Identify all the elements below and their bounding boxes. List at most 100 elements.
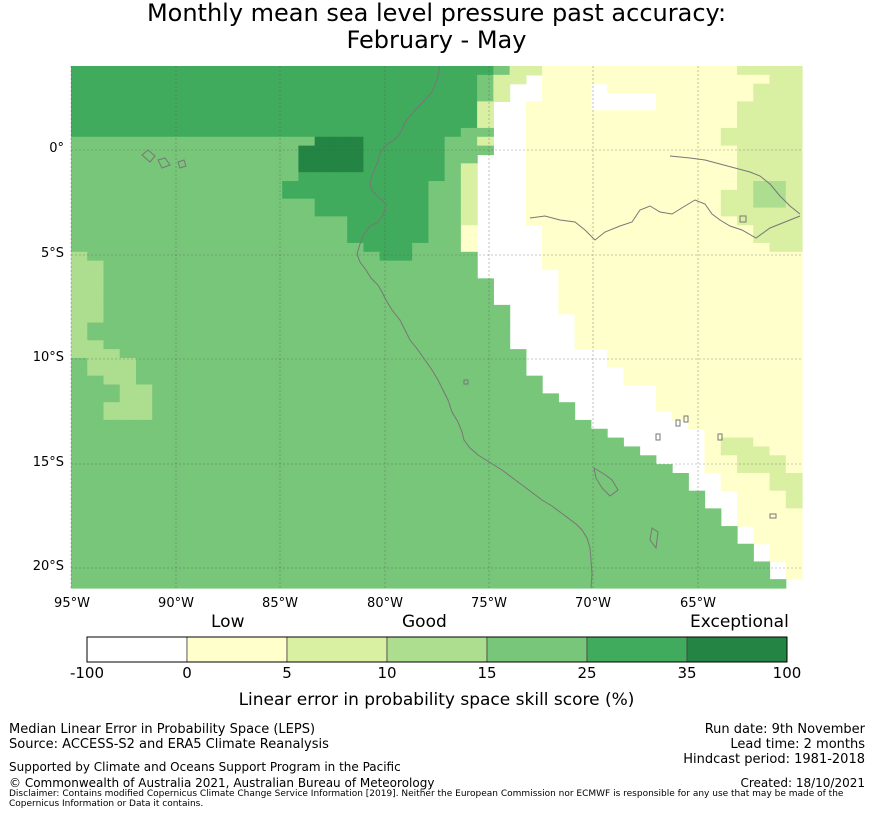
skill-cell <box>71 411 88 421</box>
skill-cell <box>412 242 429 253</box>
skill-cell <box>590 242 608 253</box>
skill-cell <box>282 579 300 589</box>
skill-cell <box>314 331 332 341</box>
skill-cell <box>168 357 186 368</box>
skill-cell <box>769 127 787 138</box>
skill-cell <box>460 74 478 85</box>
skill-cell <box>574 437 592 448</box>
skill-cell <box>184 455 202 465</box>
skill-cell <box>87 561 105 571</box>
skill-cell <box>672 251 689 262</box>
colorbar-tick: 25 <box>577 664 597 682</box>
skill-cell <box>71 464 88 474</box>
skill-cell <box>265 570 283 580</box>
skill-cell <box>233 419 251 430</box>
skill-cell <box>444 455 462 465</box>
skill-cell <box>152 322 170 333</box>
skill-cell <box>119 216 137 226</box>
skill-cell <box>769 83 787 94</box>
skill-cell <box>71 101 88 111</box>
skill-cell <box>71 127 88 138</box>
skill-cell <box>330 322 348 333</box>
skill-cell <box>737 375 754 386</box>
skill-cell <box>87 74 105 85</box>
skill-cell <box>168 83 186 94</box>
skill-cell <box>444 119 462 129</box>
skill-cell <box>525 375 543 386</box>
skill-cell <box>688 508 706 518</box>
skill-cell <box>655 490 673 501</box>
skill-cell <box>574 242 592 253</box>
skill-cell <box>785 163 803 173</box>
skill-cell <box>460 393 478 403</box>
skill-cell <box>152 189 170 200</box>
skill-cell <box>314 552 332 563</box>
skill-cell <box>704 172 722 182</box>
skill-cell <box>119 207 137 218</box>
skill-cell <box>753 278 771 288</box>
skill-cell <box>720 437 738 448</box>
skill-cell <box>590 278 608 288</box>
skill-cell <box>217 570 235 580</box>
skill-cell <box>444 357 462 368</box>
skill-cell <box>265 322 283 333</box>
skill-cell <box>200 570 218 580</box>
skill-cell <box>282 66 300 76</box>
skill-cell <box>688 411 706 421</box>
skill-cell <box>412 579 429 589</box>
skill-cell <box>71 92 88 102</box>
skill-cell <box>477 534 494 545</box>
skill-cell <box>704 145 722 156</box>
skill-cell <box>395 472 413 483</box>
skill-cell <box>704 92 722 102</box>
skill-cell <box>704 136 722 147</box>
skill-cell <box>639 570 657 580</box>
skill-cell <box>720 101 738 111</box>
skill-cell <box>249 101 267 111</box>
skill-cell <box>119 331 137 341</box>
skill-cell <box>493 508 511 518</box>
skill-cell <box>87 534 105 545</box>
skill-cell <box>688 313 706 324</box>
skill-cell <box>493 322 511 333</box>
skill-cell <box>103 428 121 439</box>
skill-cell <box>249 207 267 218</box>
skill-cell <box>379 561 397 571</box>
skill-cell <box>672 313 689 324</box>
skill-cell <box>460 313 478 324</box>
skill-cell <box>428 287 446 297</box>
skill-cell <box>363 251 381 262</box>
skill-cell <box>330 428 348 439</box>
skill-cell <box>184 428 202 439</box>
skill-cell <box>672 296 689 306</box>
skill-cell <box>395 384 413 394</box>
skill-cell <box>558 437 576 448</box>
skill-cell <box>71 579 88 589</box>
skill-cell <box>395 366 413 377</box>
skill-cell <box>298 428 316 439</box>
skill-cell <box>200 260 218 271</box>
skill-cell <box>785 296 803 306</box>
skill-cell <box>71 534 88 545</box>
skill-cell <box>444 517 462 527</box>
skill-cell <box>168 481 186 492</box>
skill-cell <box>282 340 300 350</box>
skill-cell <box>688 402 706 412</box>
skill-cell <box>412 287 429 297</box>
skill-cell <box>249 375 267 386</box>
skill-cell <box>753 66 771 76</box>
skill-cell <box>233 534 251 545</box>
skill-cell <box>509 552 527 563</box>
skill-cell <box>460 561 478 571</box>
skill-cell <box>265 242 283 253</box>
skill-cell <box>444 419 462 430</box>
skill-cell <box>233 74 251 85</box>
skill-cell <box>119 269 137 279</box>
skill-cell <box>363 561 381 571</box>
skill-cell <box>217 216 235 226</box>
skill-cell <box>314 446 332 456</box>
skill-cell <box>623 517 641 527</box>
footer-method: Median Linear Error in Probability Space… <box>9 722 316 737</box>
skill-cell <box>639 464 657 474</box>
skill-cell <box>509 402 527 412</box>
